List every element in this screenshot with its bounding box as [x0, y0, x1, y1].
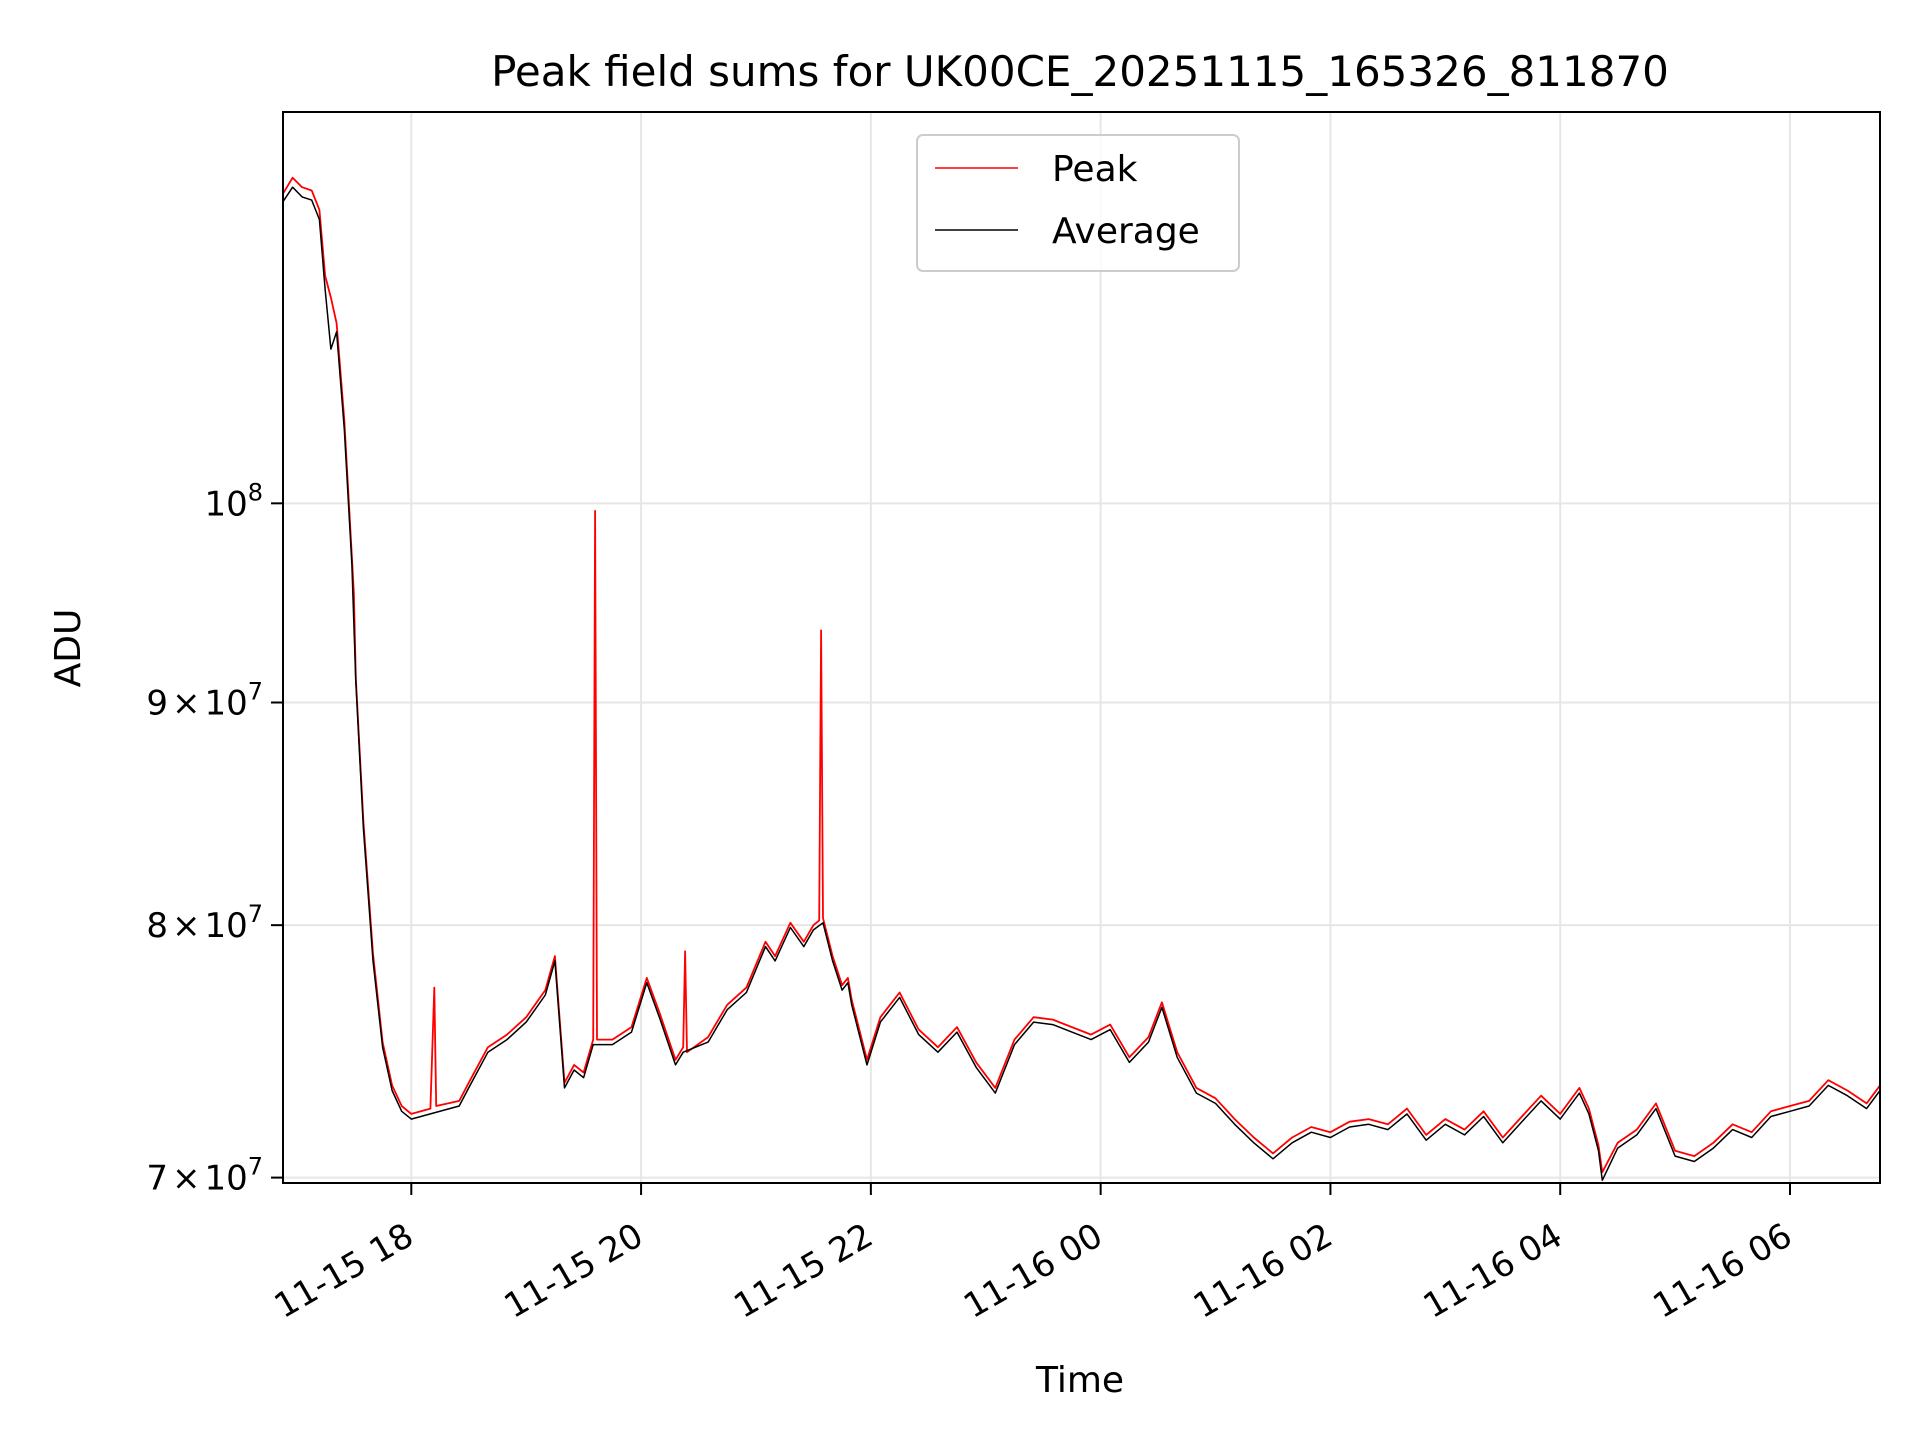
- y-axis-label: ADU: [48, 609, 89, 688]
- y-tick-label: 8 × 107: [146, 900, 263, 946]
- y-tick-label-exp: 8: [248, 478, 263, 506]
- y-tick-label-exp: 7: [248, 900, 263, 928]
- legend-box: [916, 134, 1240, 272]
- y-tick-label-exp_base: 10: [204, 906, 247, 946]
- series-line-average: [282, 186, 1881, 1182]
- y-tick-label-exp: 7: [248, 678, 263, 706]
- y-tick-label-exp_base: 10: [204, 1159, 247, 1199]
- chart-title: Peak field sums for UK00CE_20251115_1653…: [491, 47, 1669, 96]
- series-line-peak: [282, 176, 1881, 1174]
- legend-label-average: Average: [1052, 211, 1200, 252]
- y-tick-label-mult: ×: [172, 684, 201, 724]
- y-tick-label: 9 × 107: [146, 678, 263, 724]
- y-tick-label: 108: [204, 478, 263, 524]
- legend-label-peak: Peak: [1052, 149, 1138, 190]
- y-tick-label-exp_base: 10: [204, 484, 247, 524]
- y-tick-label-base: 8: [146, 906, 168, 946]
- y-tick-label-exp_base: 10: [204, 684, 247, 724]
- y-tick-label-base: 9: [146, 684, 168, 724]
- plot-frame: [282, 111, 1881, 1184]
- x-axis-label: Time: [1035, 1360, 1124, 1401]
- y-tick-label-mult: ×: [172, 906, 201, 946]
- grid: [283, 112, 1880, 1183]
- y-tick-label: 7 × 107: [146, 1153, 263, 1199]
- y-tick-label-base: 7: [146, 1159, 168, 1199]
- y-tick-label-mult: ×: [172, 1159, 201, 1199]
- legend: Peak Average: [916, 134, 1240, 272]
- y-tick-label-exp: 7: [248, 1153, 263, 1181]
- series-lines: [282, 176, 1881, 1182]
